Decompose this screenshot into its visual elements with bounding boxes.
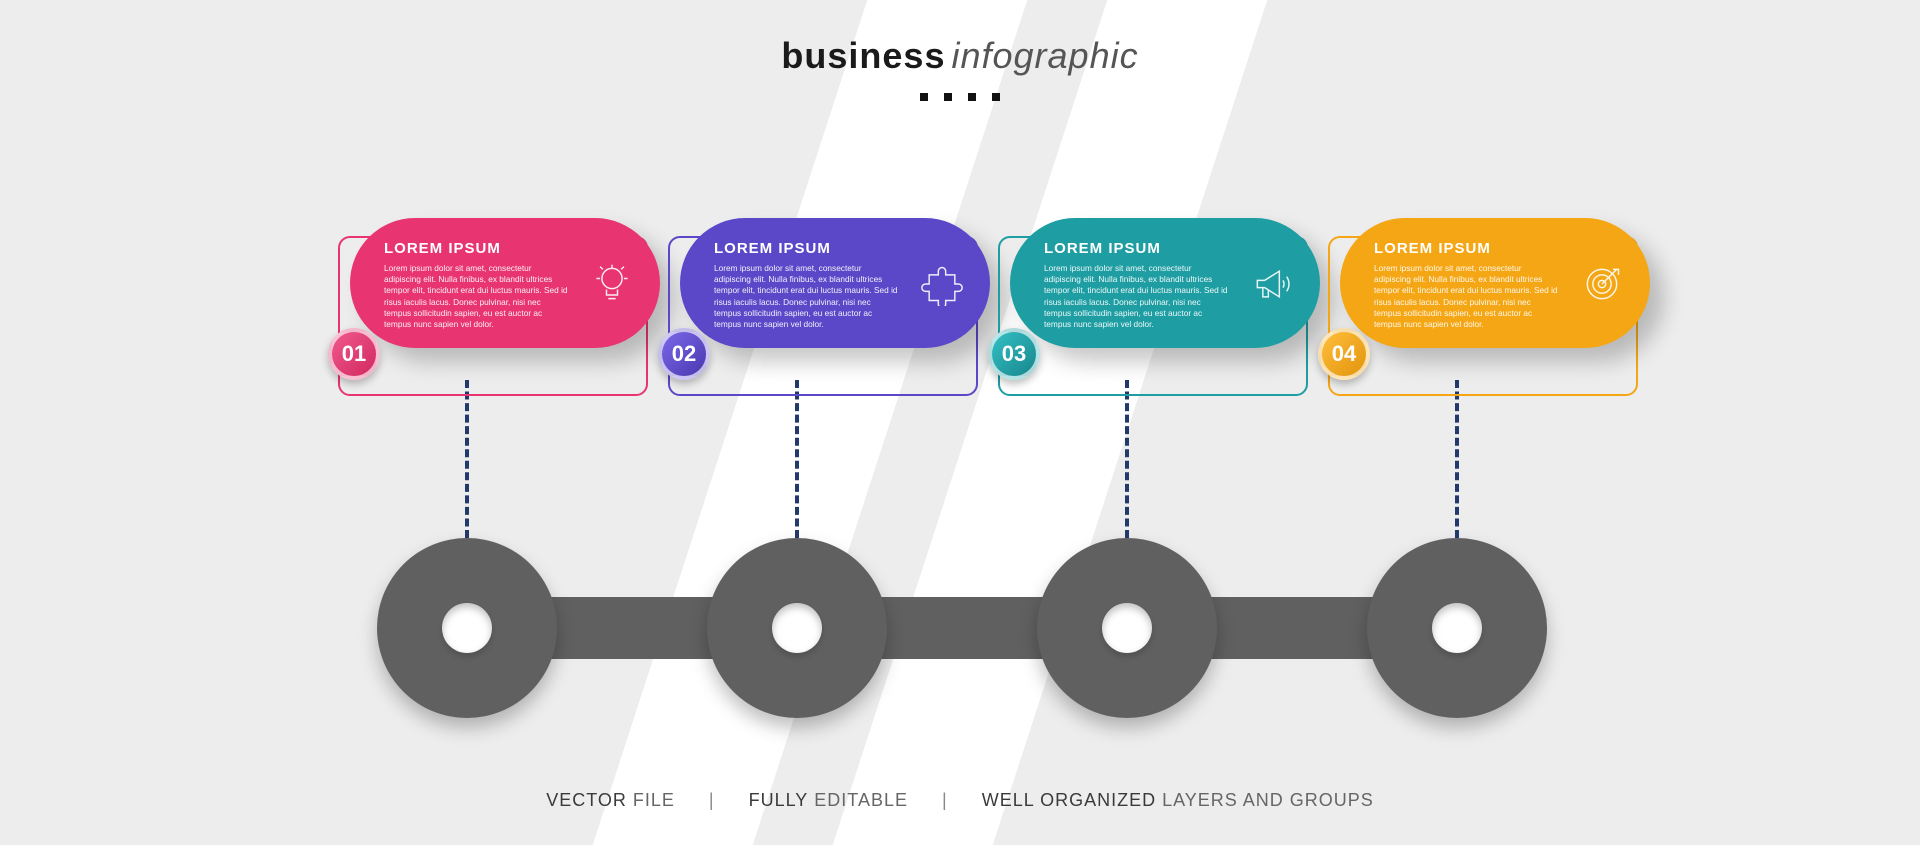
node-hole (772, 603, 822, 653)
footer-part-light: LAYERS AND GROUPS (1156, 790, 1374, 810)
node-hole (1432, 603, 1482, 653)
dashed-connector (1455, 380, 1459, 538)
card-title: LOREM IPSUM (1374, 240, 1560, 257)
megaphone-icon (1250, 262, 1294, 306)
connector-node (1367, 538, 1547, 718)
step-card-1: LOREM IPSUM Lorem ipsum dolor sit amet, … (350, 218, 660, 348)
card-body: Lorem ipsum dolor sit amet, consectetur … (1044, 263, 1230, 330)
card-title: LOREM IPSUM (384, 240, 570, 257)
step-number-badge: 03 (988, 328, 1040, 380)
target-icon (1580, 262, 1624, 306)
bulb-icon (590, 262, 634, 306)
content-wrapper: businessinfographic LOREM IPSUM Lorem ip… (230, 0, 1690, 845)
main-title: businessinfographic (230, 35, 1690, 77)
dashed-connector (795, 380, 799, 538)
dashed-connector (465, 380, 469, 538)
step-number: 04 (1332, 341, 1356, 367)
card-pill: LOREM IPSUM Lorem ipsum dolor sit amet, … (680, 218, 990, 348)
title-dots (230, 88, 1690, 106)
card-pill: LOREM IPSUM Lorem ipsum dolor sit amet, … (350, 218, 660, 348)
connector-link (1190, 597, 1390, 659)
card-body: Lorem ipsum dolor sit amet, consectetur … (714, 263, 900, 330)
step-card-2: LOREM IPSUM Lorem ipsum dolor sit amet, … (680, 218, 990, 348)
step-number-badge: 04 (1318, 328, 1370, 380)
infographic-stage: businessinfographic LOREM IPSUM Lorem ip… (0, 0, 1920, 845)
card-pill: LOREM IPSUM Lorem ipsum dolor sit amet, … (1340, 218, 1650, 348)
title-light: infographic (951, 35, 1138, 76)
card-title: LOREM IPSUM (1044, 240, 1230, 257)
step-number: 02 (672, 341, 696, 367)
step-card-4: LOREM IPSUM Lorem ipsum dolor sit amet, … (1340, 218, 1650, 348)
connector-link (530, 597, 730, 659)
step-card-3: LOREM IPSUM Lorem ipsum dolor sit amet, … (1010, 218, 1320, 348)
card-body: Lorem ipsum dolor sit amet, consectetur … (384, 263, 570, 330)
card-pill: LOREM IPSUM Lorem ipsum dolor sit amet, … (1010, 218, 1320, 348)
footer-separator: | (942, 790, 948, 810)
footer-part: FULLY (749, 790, 809, 810)
node-hole (442, 603, 492, 653)
connector-node (377, 538, 557, 718)
connector-node (1037, 538, 1217, 718)
step-number-badge: 02 (658, 328, 710, 380)
dashed-connector (1125, 380, 1129, 538)
footer-part-light: FILE (627, 790, 675, 810)
node-hole (1102, 603, 1152, 653)
footer-text: VECTOR FILE | FULLY EDITABLE | WELL ORGA… (0, 790, 1920, 811)
connector-link (860, 597, 1060, 659)
step-number-badge: 01 (328, 328, 380, 380)
card-body: Lorem ipsum dolor sit amet, consectetur … (1374, 263, 1560, 330)
footer-separator: | (709, 790, 715, 810)
card-title: LOREM IPSUM (714, 240, 900, 257)
step-number: 03 (1002, 341, 1026, 367)
footer-part: VECTOR (546, 790, 627, 810)
title-bold: business (781, 35, 945, 76)
footer-part: WELL ORGANIZED (982, 790, 1156, 810)
footer-part-light: EDITABLE (808, 790, 908, 810)
step-number: 01 (342, 341, 366, 367)
puzzle-icon (920, 262, 964, 306)
connector-node (707, 538, 887, 718)
